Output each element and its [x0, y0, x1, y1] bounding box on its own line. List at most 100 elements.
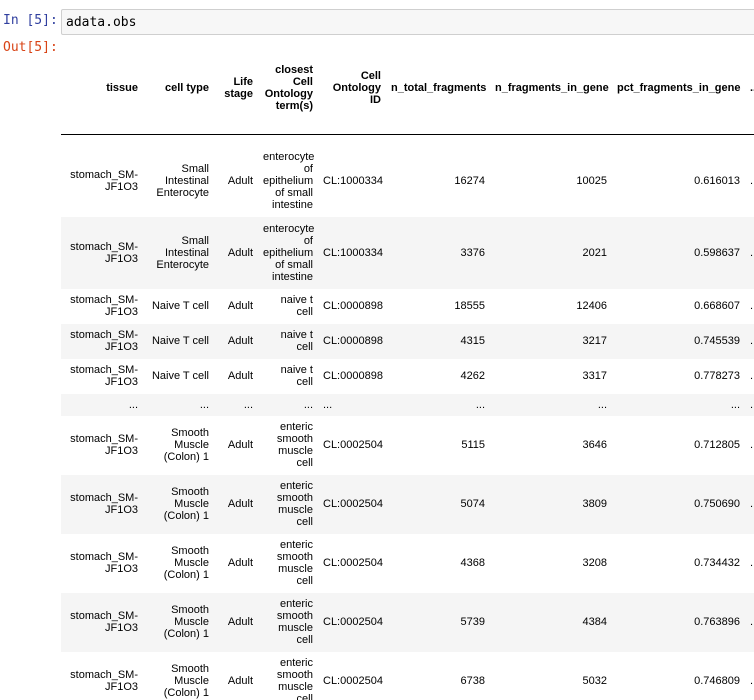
- table-cell: ...: [128, 398, 138, 411]
- table-cell: CL:1000334: [323, 246, 383, 259]
- column-header: n_fragments_in_gene: [495, 82, 609, 94]
- column-header: n_total_fragments: [391, 82, 487, 94]
- table-cell: ...: [750, 246, 754, 259]
- table-cell: 5074: [460, 498, 485, 510]
- table-cell: stomach_SM-JF1O3: [70, 329, 138, 353]
- table-cell: 0.750690: [694, 498, 740, 510]
- table-cell: Smooth Muscle (Colon) 1: [163, 486, 209, 522]
- output-prompt: Out[5]:: [3, 40, 58, 55]
- table-row: ...........................: [61, 393, 754, 416]
- table-cell: 12406: [576, 300, 607, 312]
- table-row: stomach_SM-JF1O3 Smooth Muscle (Colon) 1 A…: [61, 651, 754, 700]
- table-cell: ...: [243, 398, 253, 411]
- table-cell: 3646: [582, 439, 607, 451]
- table-cell: CL:0000898: [323, 335, 383, 347]
- table-cell: ...: [750, 616, 754, 628]
- table-cell: 3317: [582, 370, 607, 382]
- table-cell: naive t cell: [280, 294, 313, 318]
- table-cell: stomach_SM-JF1O3: [70, 551, 138, 575]
- table-cell: ...: [597, 398, 607, 411]
- table-row: stomach_SM-JF1O3 Smooth Muscle (Colon) 1 A…: [61, 592, 754, 652]
- table-row: stomach_SM-JF1O3 Naive T cell Adult naive t…: [61, 288, 754, 324]
- table-cell: CL:0002504: [323, 616, 383, 628]
- table-cell: 16274: [454, 174, 485, 187]
- table-cell: Smooth Muscle (Colon) 1: [163, 663, 209, 699]
- table-cell: 4262: [460, 370, 485, 382]
- table-cell: enteric smooth muscle cell: [276, 657, 313, 700]
- table-cell: stomach_SM-JF1O3: [70, 492, 138, 516]
- table-cell: CL:0002504: [323, 675, 383, 687]
- table-cell: 4384: [582, 616, 607, 628]
- table-cell: 0.734432: [694, 557, 740, 569]
- table-cell: ...: [750, 398, 754, 411]
- table-cell: enteric smooth muscle cell: [276, 539, 313, 587]
- table-cell: CL:0000898: [323, 370, 383, 382]
- column-header: ...: [750, 82, 754, 94]
- table-cell: Smooth Muscle (Colon) 1: [163, 427, 209, 463]
- table-cell: CL:0000898: [323, 300, 383, 312]
- table-cell: 0.746809: [694, 675, 740, 687]
- table-row: stomach_SM-JF1O3 Small Intestinal Enteroc…: [61, 216, 754, 289]
- table-cell: 3809: [582, 498, 607, 510]
- table-cell: Adult: [227, 174, 253, 187]
- input-prompt: In [5]:: [3, 13, 58, 28]
- table-cell: stomach_SM-JF1O3: [70, 610, 138, 634]
- code-input-cell[interactable]: adata.obs: [61, 9, 754, 35]
- table-cell: stomach_SM-JF1O3: [70, 669, 138, 693]
- table-cell: Adult: [227, 616, 253, 628]
- table-cell: 6738: [460, 675, 485, 687]
- column-header: tissue: [106, 82, 138, 94]
- table-cell: enteric smooth muscle cell: [276, 598, 313, 646]
- table-cell: 0.712805: [694, 439, 740, 451]
- table-cell: CL:0002504: [323, 439, 383, 451]
- table-cell: Adult: [227, 370, 253, 382]
- table-cell: Adult: [227, 498, 253, 510]
- code-text: adata.obs: [66, 15, 137, 30]
- table-cell: Adult: [227, 675, 253, 687]
- header-spacer: [61, 134, 754, 145]
- table-cell: ...: [750, 439, 754, 451]
- table-cell: Adult: [227, 557, 253, 569]
- table-cell: naive t cell: [280, 364, 313, 388]
- table-cell: ...: [750, 370, 754, 382]
- header-row: tissue cell type Life stage closest Cell On…: [61, 42, 754, 135]
- table-cell: 5739: [460, 616, 485, 628]
- table-cell: stomach_SM-JF1O3: [70, 364, 138, 388]
- output-area: tissue cell type Life stage closest Cell On…: [61, 42, 754, 700]
- table-cell: CL:1000334: [323, 174, 383, 187]
- table-cell: ...: [750, 498, 754, 510]
- table-cell: ...: [475, 398, 485, 411]
- table-cell: 0.745539: [694, 335, 740, 347]
- table-row: stomach_SM-JF1O3 Smooth Muscle (Colon) 1 A…: [61, 415, 754, 475]
- table-row: stomach_SM-JF1O3 Smooth Muscle (Colon) 1 A…: [61, 474, 754, 534]
- table-cell: enterocyte of epithelium of small intest…: [263, 222, 315, 283]
- table-cell: Naive T cell: [151, 335, 209, 347]
- table-cell: Naive T cell: [151, 370, 209, 382]
- dataframe-table: tissue cell type Life stage closest Cell On…: [61, 42, 754, 700]
- column-header: closest Cell Ontology term(s): [264, 64, 313, 112]
- table-header: tissue cell type Life stage closest Cell On…: [61, 42, 754, 135]
- column-header: Life stage: [224, 76, 253, 100]
- table-cell: enterocyte of epithelium of small intest…: [263, 150, 315, 211]
- table-row: stomach_SM-JF1O3 Smooth Muscle (Colon) 1 A…: [61, 533, 754, 593]
- table-cell: 0.763896: [694, 616, 740, 628]
- table-cell: 3217: [582, 335, 607, 347]
- table-cell: Adult: [227, 439, 253, 451]
- table-body: stomach_SM-JF1O3 Small Intestinal Enteroc…: [61, 134, 754, 700]
- table-row: stomach_SM-JF1O3 Naive T cell Adult naive t…: [61, 323, 754, 359]
- table-cell: 4315: [460, 335, 485, 347]
- column-header: pct_fragments_in_gene: [617, 82, 741, 94]
- table-cell: CL:0002504: [323, 557, 383, 569]
- table-cell: 3208: [582, 557, 607, 569]
- table-cell: stomach_SM-JF1O3: [70, 433, 138, 457]
- table-cell: 0.598637: [694, 246, 740, 259]
- column-header: cell type: [164, 82, 209, 94]
- table-cell: Smooth Muscle (Colon) 1: [163, 545, 209, 581]
- table-cell: naive t cell: [280, 329, 313, 353]
- table-cell: ...: [750, 300, 754, 312]
- table-cell: ...: [750, 335, 754, 347]
- table-cell: 5115: [461, 439, 485, 451]
- table-cell: enteric smooth muscle cell: [276, 480, 313, 528]
- table-cell: Smooth Muscle (Colon) 1: [163, 604, 209, 640]
- table-cell: stomach_SM-JF1O3: [70, 240, 138, 265]
